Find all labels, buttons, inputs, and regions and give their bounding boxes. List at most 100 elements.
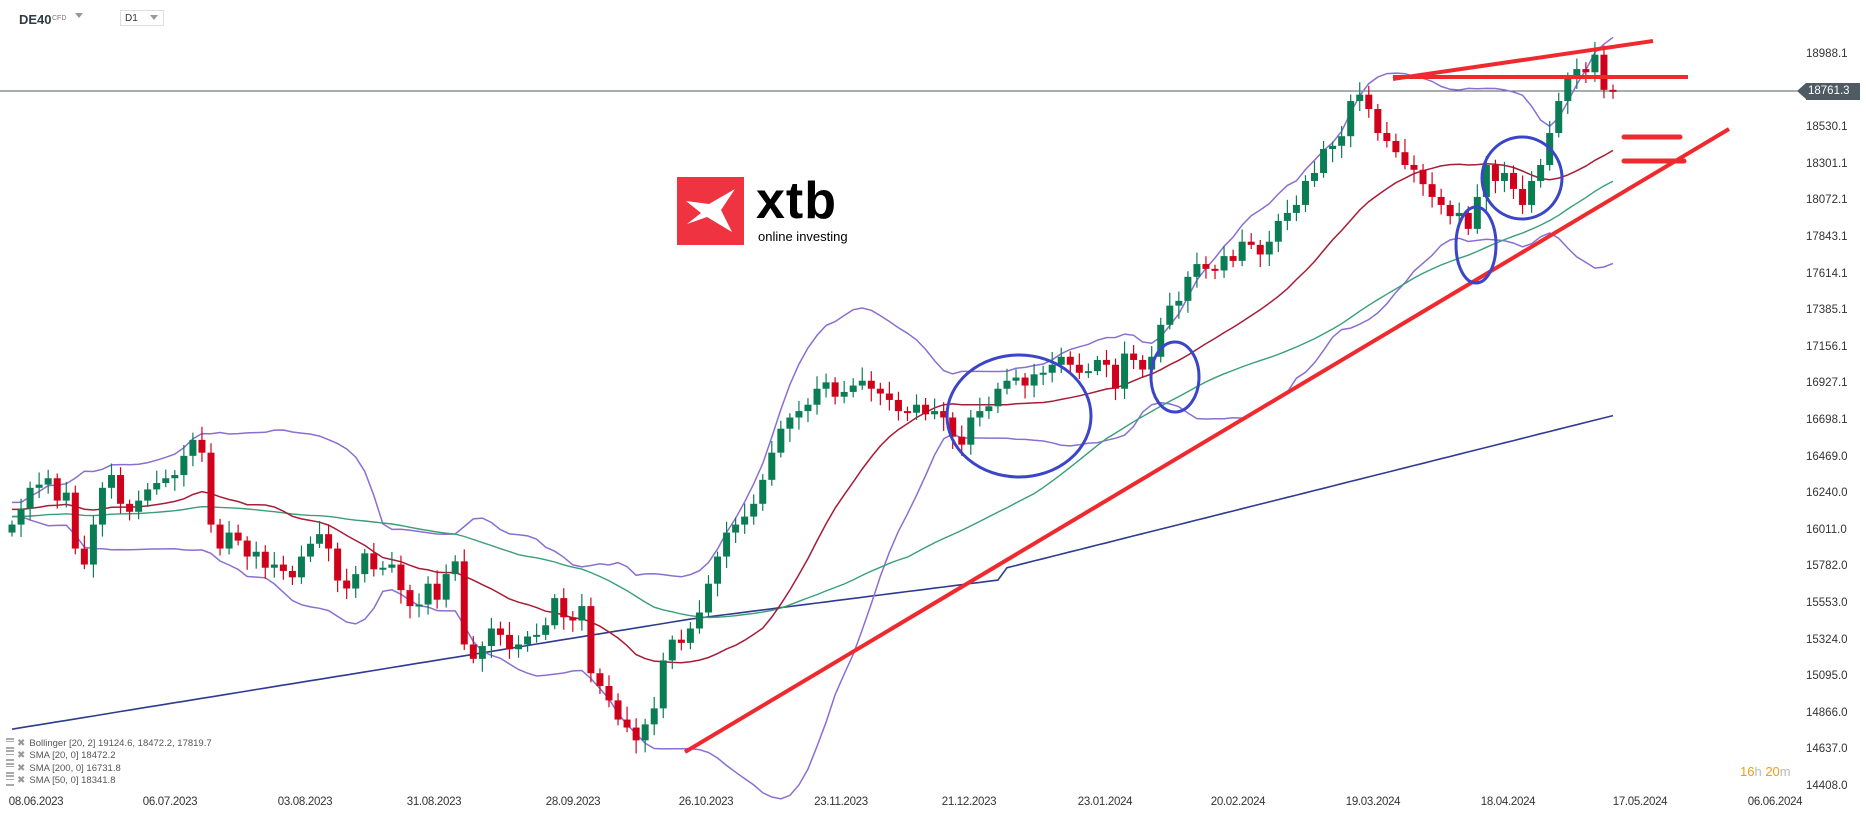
settings-icon[interactable] — [6, 750, 14, 762]
price-axis-label: 16698.1 — [1806, 414, 1848, 426]
candle-body — [98, 487, 106, 525]
close-icon[interactable]: ✖ — [17, 737, 26, 749]
settings-icon[interactable] — [6, 737, 14, 749]
candle-body — [958, 436, 966, 445]
logo-mark — [677, 177, 744, 245]
candle-body — [8, 524, 16, 533]
candle-body — [361, 553, 369, 575]
candle-body — [1084, 371, 1092, 374]
candle-body — [732, 524, 740, 533]
candle-body — [1464, 212, 1472, 229]
time-axis-label: 08.06.2023 — [8, 796, 64, 808]
candle-body — [813, 388, 821, 405]
candle-body — [153, 483, 161, 490]
candle-body — [831, 382, 839, 397]
close-icon[interactable]: ✖ — [17, 750, 26, 762]
candle-body — [1139, 359, 1147, 370]
candle-body — [1473, 196, 1481, 229]
price-axis-label: 16240.0 — [1806, 487, 1848, 500]
x-mark-icon — [686, 189, 735, 232]
candle-body — [1066, 356, 1074, 365]
candle-body — [1012, 377, 1020, 381]
highlight-ellipse — [1149, 340, 1201, 414]
price-axis-label: 17614.1 — [1806, 267, 1848, 280]
candle-body — [650, 708, 658, 725]
candle-body — [1419, 169, 1427, 185]
candle-body — [677, 639, 685, 643]
price-axis-label: 18988.1 — [1806, 48, 1848, 60]
timeframe-select[interactable]: D1 — [120, 10, 164, 26]
candle-body — [26, 487, 34, 509]
candle-body — [44, 478, 52, 485]
candle-body — [578, 606, 586, 621]
candle-body — [759, 479, 767, 504]
candle-body — [1482, 164, 1490, 197]
candle-body — [1102, 359, 1110, 365]
candle-body — [1039, 372, 1047, 375]
candle-body — [1112, 364, 1120, 389]
symbol-dropdown-icon[interactable] — [75, 13, 83, 18]
candle-body — [1211, 268, 1219, 271]
candle-body — [922, 404, 930, 415]
highlight-ellipse — [1480, 135, 1564, 221]
candle-body — [343, 580, 351, 589]
candle-body — [207, 452, 215, 525]
candle-body — [1365, 94, 1373, 110]
candle-body — [1329, 145, 1337, 149]
chevron-down-icon — [150, 15, 158, 20]
time-axis-label: 06.07.2023 — [142, 796, 198, 808]
time-axis-label: 03.08.2023 — [277, 796, 333, 808]
candle-body — [352, 574, 360, 589]
candle-body — [641, 724, 649, 741]
candle-countdown: 16h 20m — [1740, 764, 1791, 779]
chart-header: DE40 CFD D1 — [0, 0, 1866, 30]
settings-icon[interactable] — [6, 775, 14, 787]
candle-body — [1600, 54, 1608, 90]
time-axis-label: 06.06.2024 — [1747, 796, 1803, 808]
symbol-name[interactable]: DE40 — [19, 12, 52, 27]
price-axis-label: 16011.0 — [1806, 523, 1847, 536]
price-axis-label: 17385.1 — [1806, 304, 1848, 317]
candle-body — [1320, 148, 1328, 173]
candle-body — [1292, 204, 1300, 213]
legend-item: ✖ SMA [50, 0] 18341.8 — [6, 775, 212, 788]
candle-body — [686, 628, 694, 643]
candle-body — [967, 417, 975, 445]
candle-body — [1519, 188, 1527, 205]
close-icon[interactable]: ✖ — [17, 775, 26, 787]
candle-body — [1030, 374, 1038, 386]
candle-body — [198, 439, 206, 453]
timer-minutes: 20 — [1765, 764, 1780, 779]
time-axis-label: 23.11.2023 — [814, 796, 868, 808]
close-icon[interactable]: ✖ — [17, 762, 26, 774]
candle-body — [306, 543, 314, 557]
candle-body — [750, 503, 758, 517]
candle-body — [433, 583, 441, 600]
candle-body — [1500, 172, 1508, 181]
price-axis-label: 14866.0 — [1806, 706, 1848, 719]
time-axis-label: 18.04.2024 — [1480, 796, 1536, 808]
candle-body — [1528, 180, 1536, 205]
candle-body — [80, 548, 88, 565]
price-axis-label: 18301.1 — [1806, 157, 1848, 170]
candle-body — [1283, 212, 1291, 221]
candle-body — [144, 489, 152, 501]
candle-body — [1338, 136, 1346, 146]
price-axis-label: 18072.1 — [1806, 194, 1848, 207]
candle-body — [524, 636, 532, 645]
candle-body — [451, 561, 459, 575]
candle-body — [135, 500, 143, 512]
candle-body — [1220, 256, 1228, 271]
candle-body — [777, 428, 785, 453]
candle-body — [1446, 204, 1454, 217]
candle-body — [216, 524, 224, 549]
candle-body — [1401, 152, 1409, 165]
candle-body — [460, 561, 468, 645]
candle-body — [478, 646, 486, 659]
candle-body — [270, 564, 278, 568]
highlight-ellipse — [1454, 205, 1498, 285]
candle-body — [397, 564, 405, 591]
settings-icon[interactable] — [6, 762, 14, 774]
candle-body — [931, 411, 939, 415]
